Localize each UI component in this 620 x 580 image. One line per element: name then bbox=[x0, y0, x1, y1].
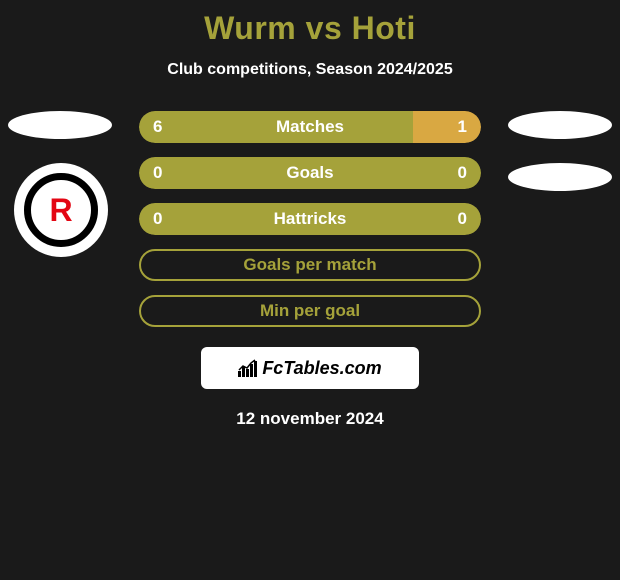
comparison-title: Wurm vs Hoti bbox=[0, 0, 620, 47]
chart-icon bbox=[238, 359, 258, 377]
subtitle: Club competitions, Season 2024/2025 bbox=[0, 61, 620, 79]
club-badge-letter: R bbox=[49, 192, 72, 229]
stat-bar-goals-per-match: Goals per match bbox=[139, 249, 481, 281]
stat-bar-hattricks: 0 Hattricks 0 bbox=[139, 203, 481, 235]
stat-bar-goals: 0 Goals 0 bbox=[139, 157, 481, 189]
player-avatar-placeholder-right-2 bbox=[508, 163, 612, 191]
stat-value-right: 0 bbox=[458, 209, 467, 229]
brand-box[interactable]: FcTables.com bbox=[201, 347, 419, 389]
club-badge-inner: R bbox=[24, 173, 98, 247]
stat-value-right: 0 bbox=[458, 163, 467, 183]
stat-label: Goals per match bbox=[141, 255, 479, 275]
player-avatar-placeholder-left-1 bbox=[8, 111, 112, 139]
stat-bar-min-per-goal: Min per goal bbox=[139, 295, 481, 327]
title-text: Wurm vs Hoti bbox=[204, 10, 416, 46]
date-text: 12 november 2024 bbox=[10, 409, 610, 429]
player-avatar-placeholder-right-1 bbox=[508, 111, 612, 139]
stat-label: Goals bbox=[139, 163, 481, 183]
brand-text: FcTables.com bbox=[262, 358, 381, 379]
content-area: R 6 Matches 1 0 Goals 0 0 Hattricks 0 Go… bbox=[0, 111, 620, 429]
stat-label: Min per goal bbox=[141, 301, 479, 321]
stat-label: Matches bbox=[139, 117, 481, 137]
stat-bar-matches: 6 Matches 1 bbox=[139, 111, 481, 143]
stat-value-right: 1 bbox=[458, 117, 467, 137]
stat-label: Hattricks bbox=[139, 209, 481, 229]
club-badge: R bbox=[14, 163, 108, 257]
stats-bars-container: 6 Matches 1 0 Goals 0 0 Hattricks 0 Goal… bbox=[139, 111, 481, 327]
